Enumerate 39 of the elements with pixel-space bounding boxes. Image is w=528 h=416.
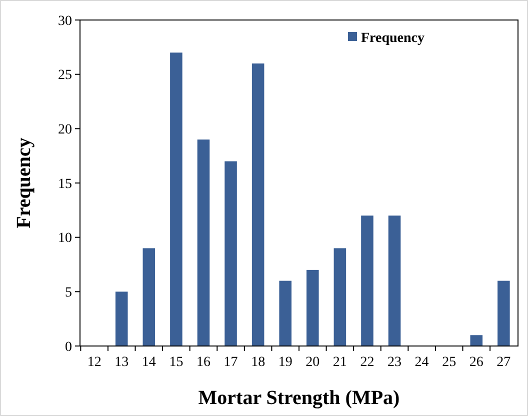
x-tick-label: 22	[360, 355, 374, 370]
bar	[388, 216, 401, 346]
x-tick-label: 18	[251, 355, 266, 370]
x-tick-label: 16	[196, 355, 210, 370]
bar	[170, 52, 182, 346]
bar	[252, 63, 264, 346]
x-tick-label: 24	[414, 355, 429, 370]
y-tick-label: 30	[58, 14, 72, 29]
bar	[142, 248, 156, 346]
y-tick-label: 15	[58, 176, 72, 192]
bar	[197, 140, 210, 346]
x-tick-label: 27	[496, 355, 511, 370]
x-tick-label: 15	[169, 355, 184, 370]
x-tick-label: 21	[332, 355, 347, 370]
x-tick-label: 20	[306, 355, 320, 370]
bar	[361, 216, 374, 346]
x-tick-label: 25	[442, 355, 456, 370]
bar	[498, 280, 510, 346]
y-tick-label: 5	[65, 286, 72, 301]
bar	[115, 292, 128, 346]
x-tick-label: 17	[224, 355, 238, 370]
x-tick-label: 13	[114, 355, 129, 370]
y-tick-label: 0	[65, 340, 72, 355]
y-tick-label: 25	[58, 68, 72, 84]
bar	[306, 270, 319, 346]
x-axis-title: Mortar Strength (MPa)	[198, 387, 400, 409]
x-tick-label: 12	[87, 355, 102, 370]
x-tick-label: 19	[278, 355, 292, 370]
x-tick-label: 26	[469, 355, 484, 370]
legend-label: Frequency	[361, 30, 425, 46]
bar	[470, 335, 483, 346]
x-tick-label: 14	[142, 355, 156, 370]
bar	[279, 280, 292, 346]
bar	[224, 161, 237, 346]
x-tick-label: 23	[388, 355, 402, 370]
y-tick-label: 10	[58, 231, 72, 246]
bar	[334, 248, 346, 346]
y-axis-title: Frequency	[13, 138, 35, 228]
y-tick-label: 20	[58, 122, 72, 138]
